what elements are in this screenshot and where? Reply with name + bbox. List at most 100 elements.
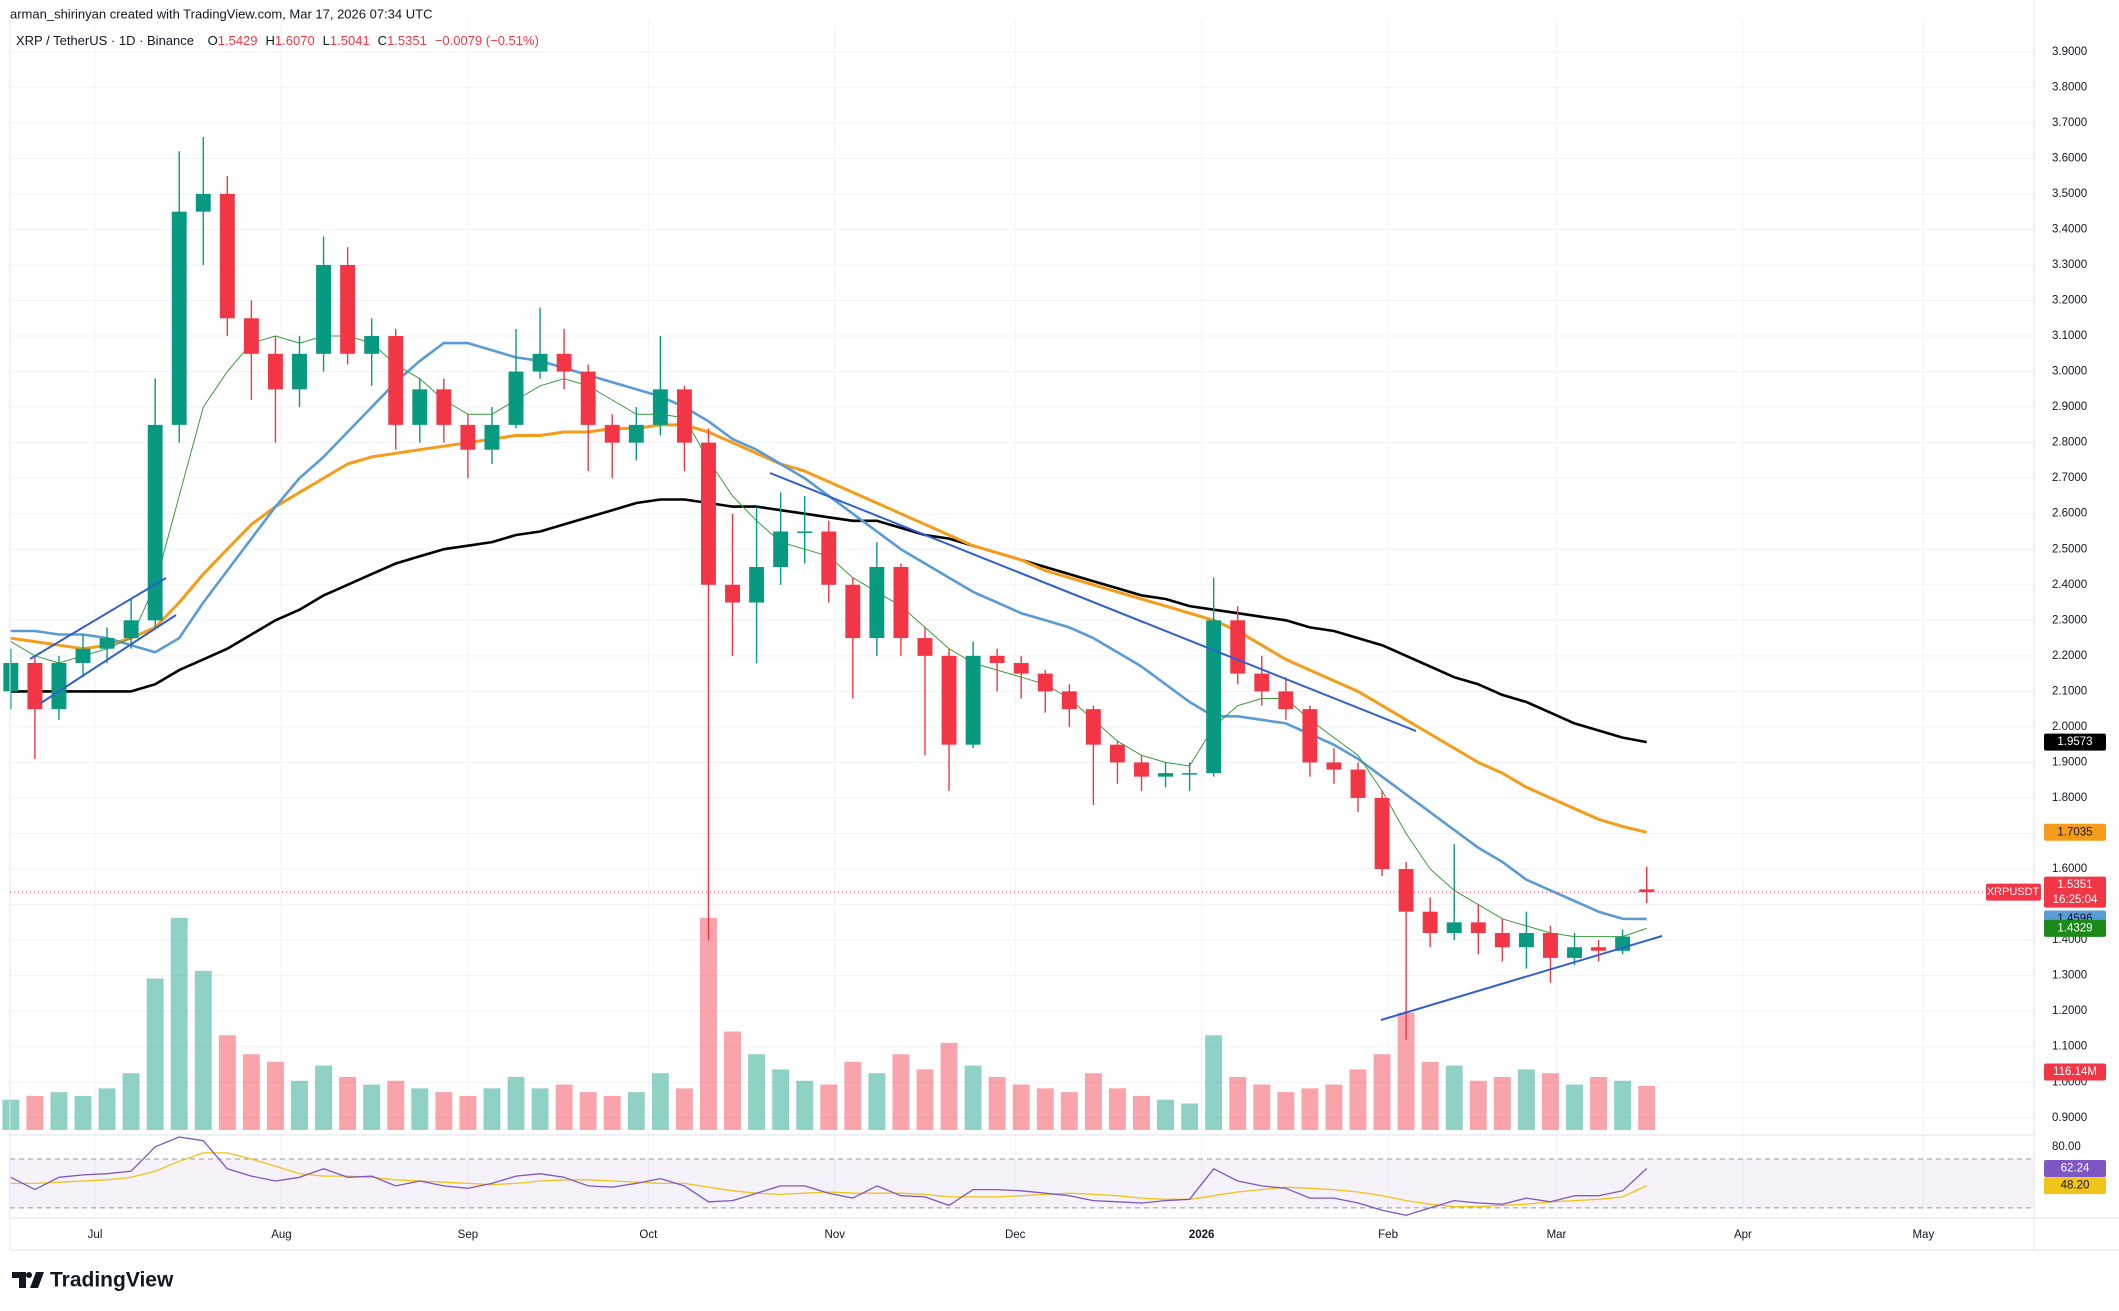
volume-bar [627,1092,645,1130]
volume-bar [98,1088,116,1130]
candle-body [1422,911,1438,934]
volume-bar [651,1073,669,1130]
price-badges: 1.95731.70351.45961.43291.535116:25:04XR… [1986,733,2106,1195]
y-tick-label: 0.9000 [2052,1112,2087,1124]
volume-bar [1493,1076,1511,1130]
candle-body [388,336,404,425]
ohlc-value: 1.5041 [330,33,370,48]
rsi-ma-badge-bg [2044,1177,2106,1195]
volume-bar [50,1092,68,1130]
ohlc-value: 1.5351 [387,33,427,48]
candle-body [364,336,380,354]
volume-bar [772,1069,790,1130]
x-tick-label: May [1912,1229,1934,1241]
candle-body [292,353,307,390]
grid [10,20,2034,1218]
author-line: arman_shirinyan created with TradingView… [10,6,432,21]
rsi-ma-line [10,1152,1647,1208]
volume-bar [435,1092,453,1130]
y-tick-label: 1.1000 [2052,1041,2087,1053]
volume-bar [266,1061,284,1130]
y-tick-label: 3.9000 [2052,46,2087,58]
volume-bar [2,1099,20,1130]
trendline [29,577,167,660]
volume-bar [315,1065,333,1130]
y-tick-label: 3.1000 [2052,330,2087,342]
volume-bar [748,1054,766,1130]
y-tick-label: 2.3000 [2052,614,2087,626]
x-tick-label: Oct [639,1229,658,1241]
volume-bar [242,1054,260,1130]
volume-bar [1445,1065,1463,1130]
ohlc-key: H [266,33,275,48]
volume-bar [1277,1092,1295,1130]
trendline [40,614,177,704]
y-tick-label: 1.9000 [2052,756,2087,768]
volume-bar [1301,1088,1319,1130]
volume-bar [1542,1073,1559,1130]
candle-body [773,531,789,568]
candle-body [869,567,885,639]
volume-bar [892,1054,910,1130]
candle-body [1206,620,1222,774]
candle-body [460,424,476,450]
volume-bar [1181,1103,1199,1130]
ma-badge-bg [2044,823,2106,841]
candles [3,137,1655,1040]
ma-badge-bg [2044,919,2106,937]
last-price-badge-bg [2044,876,2106,908]
x-tick-label: Aug [271,1229,291,1241]
ma-badge: 1.9573 [2057,736,2092,748]
volume-bar [411,1088,429,1130]
candle-body [1543,933,1558,958]
ohlc-key: C [378,33,387,48]
y-tick-label: 3.8000 [2052,81,2087,93]
volume-bar [194,970,212,1130]
rsi-lines [10,1136,1648,1216]
candle-body [1134,762,1149,777]
volume-bar [1108,1088,1126,1130]
candle-body [1061,691,1077,710]
candle-body [604,424,620,443]
y-tick-label: 3.6000 [2052,152,2087,164]
volume-bar [74,1095,92,1130]
volume-bar [1590,1076,1608,1130]
y-tick-label: 3.4000 [2052,223,2087,235]
volume-bar [363,1084,381,1130]
y-tick-label: 2.6000 [2052,508,2087,520]
volume-bar [796,1080,814,1130]
volume-bar [146,978,164,1130]
trendlines [29,472,1663,1021]
candle-body [652,389,668,425]
y-tick-label: 2.1000 [2052,685,2087,697]
y-tick-label: 1.8000 [2052,792,2087,804]
candle-body [267,353,283,390]
symbol-badge: XRPUSDT [1987,886,2040,898]
moving-average [10,498,1647,744]
volume-bar [291,1080,308,1130]
volume-bar [459,1095,477,1130]
candle-body [1085,709,1101,745]
y-tick-label: 2.5000 [2052,543,2087,555]
moving-average [10,423,1648,834]
rsi-badge-bg [2044,1159,2106,1177]
candle-body [99,638,115,649]
candle-body [436,389,452,425]
volume-bar [603,1095,621,1130]
candle-body [676,389,692,443]
candle-body [51,662,67,710]
x-tick-label: Dec [1005,1229,1026,1241]
logo-mark [12,1272,44,1288]
volume-bar [1614,1080,1632,1130]
ohlc-value: 1.5429 [218,33,258,48]
volume-bar [1469,1080,1487,1130]
volume-bar [700,917,717,1130]
tradingview-logo: TradingView [12,1269,174,1292]
rsi-badge: 62.24 [2061,1163,2090,1175]
candle-body [1639,889,1655,893]
y-tick-label: 3.5000 [2052,188,2087,200]
volume-bar [483,1088,501,1130]
volume-bar [1157,1099,1175,1130]
y-tick-label: 2.4000 [2052,579,2087,591]
